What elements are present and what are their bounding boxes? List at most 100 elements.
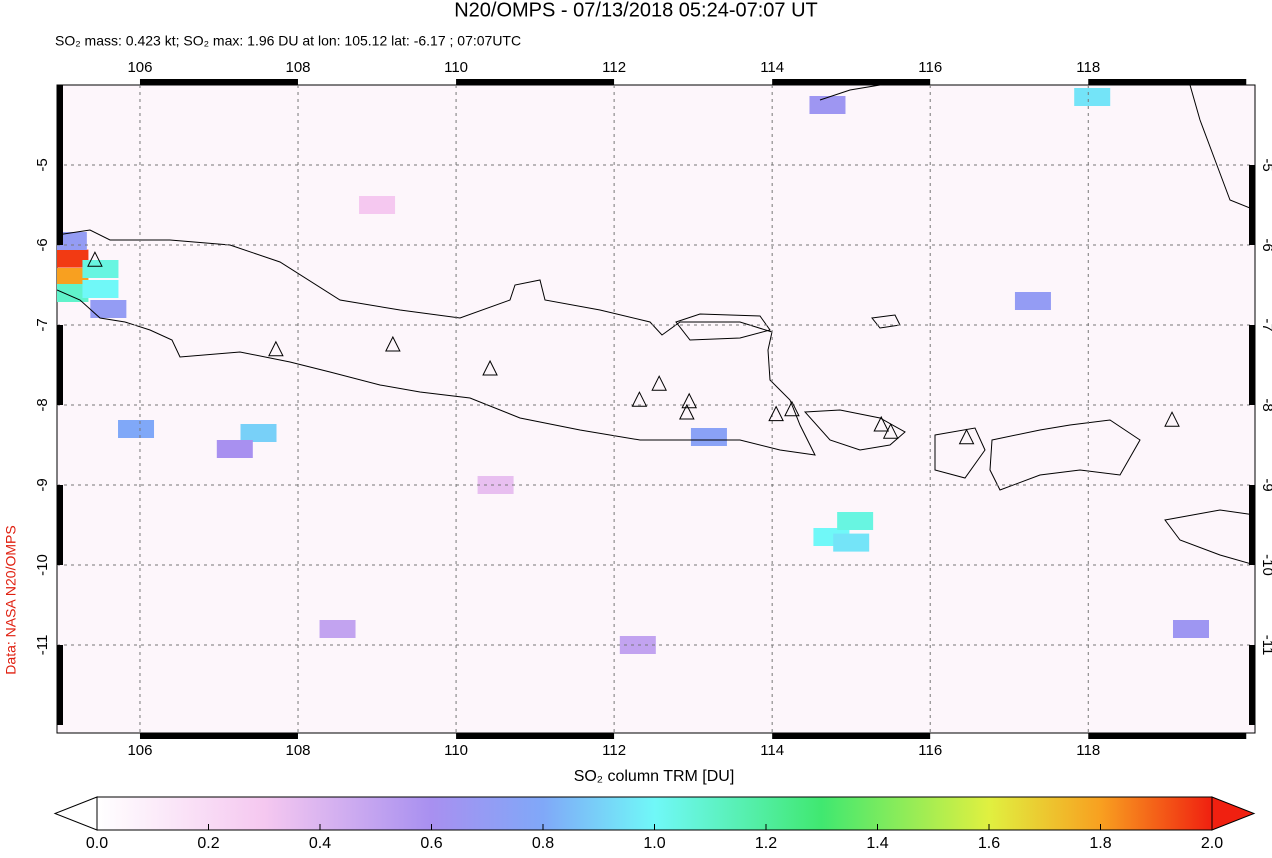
volcano (679, 403, 695, 420)
colorbar-tick-label: 2.0 (1201, 835, 1223, 852)
frame-band (1249, 165, 1255, 245)
lon-tick-label: 106 (127, 59, 152, 76)
so2-pixel (809, 96, 846, 114)
lat-tick-label: -7 (34, 318, 51, 331)
lat-tick-label: -5 (34, 158, 51, 171)
colorbar-tick-label: 0.0 (86, 835, 108, 852)
lat-tick-label: -10 (1259, 554, 1272, 576)
lon-tick-label: 116 (918, 742, 942, 759)
frame-band (1249, 645, 1255, 725)
frame-band (57, 85, 63, 165)
grid (57, 85, 1255, 733)
colorbar-tick-label: 1.0 (643, 835, 665, 852)
lon-tick-label: 108 (286, 742, 311, 759)
coast-borneo (819, 85, 1255, 211)
so2-pixel (619, 636, 656, 654)
colorbar-max-arrow (1211, 796, 1256, 831)
colorbar-min-arrow (53, 796, 98, 831)
title: N20/OMPS - 07/13/2018 05:24-07:07 UT (454, 0, 818, 21)
frame-band (456, 733, 615, 739)
volcano (681, 392, 697, 409)
frame-band (1249, 485, 1255, 565)
coast-sumatra (57, 229, 126, 323)
volcano (768, 405, 784, 422)
so2-pixel (216, 440, 253, 458)
credit: Data: NASA N20/OMPS (3, 525, 19, 674)
lon-tick-label: 114 (760, 59, 784, 76)
lon-tick-label: 118 (1076, 59, 1100, 76)
volcano (385, 335, 401, 352)
coast-sumbawa (989, 419, 1141, 491)
lat-tick-label: -6 (1259, 238, 1272, 251)
lat-tick-label: -5 (1259, 158, 1272, 171)
colorbar-tick-label: 0.8 (532, 835, 554, 852)
so2-pixel (118, 420, 155, 438)
so2-pixel (319, 620, 356, 638)
volcano (651, 375, 667, 391)
frame-band (139, 79, 298, 85)
lat-tick-label: -9 (34, 478, 51, 491)
frame-band (1088, 733, 1247, 739)
volcano (1164, 411, 1180, 427)
frame-band (772, 733, 931, 739)
colorbar-tick-label: 1.6 (978, 835, 1000, 852)
colorbar-tick-label: 0.2 (197, 835, 219, 852)
lon-tick-label: 112 (602, 742, 626, 759)
frame-band (57, 325, 63, 405)
so2-pixel (82, 260, 119, 278)
lat-tick-label: -11 (1259, 635, 1272, 656)
so2-pixel (57, 249, 89, 268)
so2-pixel (57, 232, 87, 250)
volcano (87, 251, 103, 267)
lat-tick-label: -6 (34, 238, 51, 251)
coast-java (124, 239, 816, 456)
so2-pixel (690, 428, 727, 446)
colorbar-ticks: 0.0 0.2 0.4 0.6 0.8 1.0 1.2 1.4 1.6 1.8 2.0 (86, 824, 1223, 852)
volcano (631, 391, 648, 407)
so2-pixel (1172, 620, 1209, 638)
lat-tick-label: -9 (1259, 478, 1272, 491)
so2-pixel (82, 280, 119, 298)
frame-band (139, 733, 298, 739)
so2-pixel (837, 512, 874, 530)
lon-tick-label: 110 (444, 742, 468, 759)
frame-band (772, 79, 931, 85)
lon-tick-label: 108 (286, 59, 311, 76)
lon-tick-label: 114 (760, 742, 784, 759)
lat-tick-label: -8 (1259, 398, 1272, 411)
frame-band (57, 485, 63, 565)
lat-tick-label: -8 (34, 398, 51, 411)
frame-band (456, 79, 615, 85)
lon-tick-label: 106 (127, 742, 152, 759)
lat-tick-label: -10 (34, 554, 51, 576)
colorbar-tick-label: 1.8 (1089, 835, 1111, 852)
colorbar-tick-label: 1.4 (866, 835, 888, 852)
volcanoes (87, 251, 1180, 445)
so2-pixel (57, 284, 89, 302)
volcano (873, 415, 890, 432)
so2-pixel (477, 476, 514, 494)
so2-pixel (57, 268, 89, 286)
colorbar-label: SO₂ column TRM [DU] (574, 768, 735, 785)
so2-pixel (1014, 292, 1051, 310)
lon-tick-label: 112 (602, 59, 626, 76)
map-frame (56, 84, 1256, 734)
volcano (784, 400, 800, 417)
frame-band (1249, 325, 1255, 405)
so2-pixel (833, 533, 870, 552)
volcano (958, 428, 975, 445)
volcano (882, 423, 899, 439)
lat-tick-label: -7 (1259, 318, 1272, 331)
lon-tick-label: 110 (444, 59, 468, 76)
colorbar-tick-label: 0.6 (420, 835, 442, 852)
axes: 106 106 108 108 110 110 112 112 114 114 116 116 118 1… (34, 59, 1272, 759)
volcano (268, 340, 284, 357)
so2-pixel (90, 300, 127, 318)
coast-sumba (1164, 509, 1255, 566)
so2-pixel (240, 424, 277, 442)
lat-tick-label: -11 (34, 635, 51, 656)
frame-band (57, 645, 63, 725)
frame-band (1088, 79, 1247, 85)
subtitle: SO₂ mass: 0.423 kt; SO₂ max: 1.96 DU at … (55, 33, 521, 49)
